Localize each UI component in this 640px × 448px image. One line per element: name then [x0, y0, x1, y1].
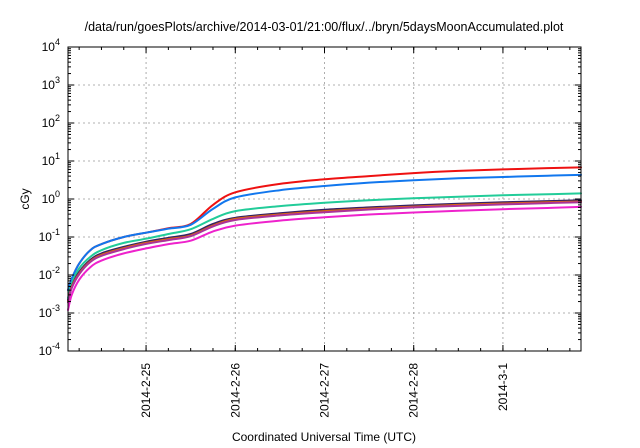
- y-tick-label: 10-1: [39, 227, 60, 244]
- x-tick-label: 2014-3-1: [496, 363, 510, 411]
- x-tick-labels: 2014-2-25 2014-2-26 2014-2-27 2014-2-28 2014…: [139, 363, 510, 418]
- axis-ticks: [68, 46, 581, 352]
- series-lines: [67, 166, 582, 311]
- y-tick-label: 101: [42, 151, 60, 168]
- x-tick-label: 2014-2-27: [318, 363, 332, 418]
- y-tick-label: 10-4: [39, 341, 60, 358]
- series-line: [67, 205, 582, 311]
- y-tick-label: 102: [42, 113, 60, 130]
- y-tick-labels: 10-4 10-3 10-2 10-1 100 101 102 103 104: [39, 37, 60, 358]
- x-tick-label: 2014-2-25: [139, 363, 153, 418]
- y-tick-label: 104: [42, 37, 60, 54]
- x-tick-label: 2014-2-28: [407, 363, 421, 418]
- series-line: [67, 173, 582, 292]
- y-tick-label: 10-3: [39, 303, 60, 320]
- y-axis-label: cGy: [18, 188, 32, 209]
- grid-lines: [68, 47, 581, 351]
- y-tick-label: 103: [42, 75, 60, 92]
- x-axis-label: Coordinated Universal Time (UTC): [232, 430, 416, 444]
- y-tick-label: 100: [42, 189, 60, 206]
- chart-title: /data/run/goesPlots/archive/2014-03-01/2…: [85, 20, 564, 34]
- series-line: [67, 201, 582, 304]
- y-tick-label: 10-2: [39, 265, 60, 282]
- x-tick-label: 2014-2-26: [228, 363, 242, 418]
- series-line: [67, 192, 582, 299]
- series-line: [67, 199, 582, 301]
